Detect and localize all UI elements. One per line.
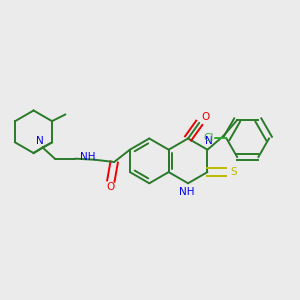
Text: N: N (35, 136, 43, 146)
Text: NH: NH (179, 187, 194, 197)
Text: O: O (201, 112, 210, 122)
Text: N: N (205, 136, 213, 146)
Text: NH: NH (80, 152, 95, 162)
Text: O: O (107, 182, 115, 192)
Text: Cl: Cl (203, 134, 214, 143)
Text: S: S (230, 167, 237, 177)
